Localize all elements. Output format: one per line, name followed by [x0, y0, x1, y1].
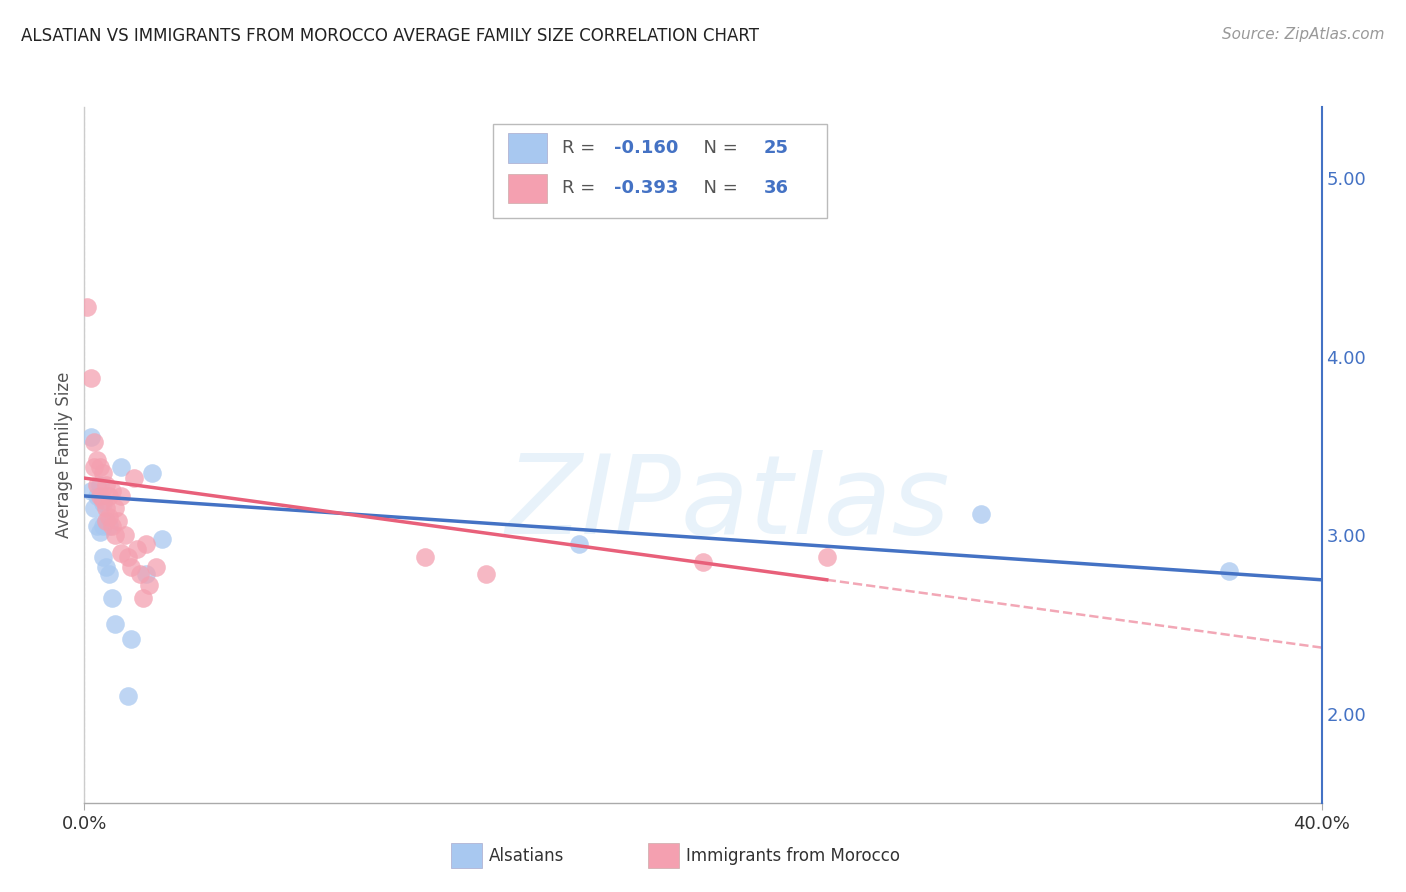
Point [91, 549, 114, 564]
Point [114, 528, 136, 542]
Point [98, 510, 121, 524]
Point [89, 460, 111, 475]
Point [94, 478, 117, 492]
Point [122, 471, 145, 485]
Point [117, 689, 139, 703]
Point [413, 549, 436, 564]
Point [79, 483, 101, 498]
Point [815, 549, 838, 564]
Text: 25: 25 [763, 139, 789, 157]
Point [692, 555, 714, 569]
Text: R =: R = [562, 139, 600, 157]
Point [135, 567, 157, 582]
Text: 36: 36 [763, 179, 789, 197]
Point [150, 532, 173, 546]
Text: R =: R = [562, 179, 600, 197]
Point [970, 507, 993, 521]
Text: Immigrants from Morocco: Immigrants from Morocco [686, 847, 900, 865]
Point [94, 514, 117, 528]
Point [101, 483, 124, 498]
Point [98, 489, 121, 503]
Point [89, 478, 111, 492]
Point [94, 501, 117, 516]
FancyBboxPatch shape [492, 124, 827, 219]
Point [101, 591, 124, 605]
Point [83, 460, 105, 475]
Point [86, 489, 108, 503]
Point [110, 546, 132, 560]
Point [141, 466, 163, 480]
Point [138, 578, 160, 592]
Text: -0.393: -0.393 [614, 179, 678, 197]
Point [94, 514, 117, 528]
Y-axis label: Average Family Size: Average Family Size [55, 372, 73, 538]
Point [1218, 564, 1240, 578]
Point [91, 466, 114, 480]
Text: Alsatians: Alsatians [489, 847, 564, 865]
Point [475, 567, 498, 582]
Point [120, 560, 142, 574]
Point [120, 632, 142, 646]
Point [104, 528, 127, 542]
Point [89, 524, 111, 539]
FancyBboxPatch shape [508, 174, 547, 203]
Point [79, 430, 101, 444]
Point [117, 549, 139, 564]
Point [91, 492, 114, 507]
Text: -0.160: -0.160 [614, 139, 678, 157]
Point [98, 519, 121, 533]
Point [86, 453, 108, 467]
Text: N =: N = [692, 179, 744, 197]
Text: ALSATIAN VS IMMIGRANTS FROM MOROCCO AVERAGE FAMILY SIZE CORRELATION CHART: ALSATIAN VS IMMIGRANTS FROM MOROCCO AVER… [21, 27, 759, 45]
Point [91, 519, 114, 533]
Point [107, 514, 129, 528]
Point [79, 371, 101, 385]
Point [104, 501, 127, 516]
Point [110, 460, 132, 475]
Point [83, 435, 105, 450]
Point [129, 567, 152, 582]
Point [86, 519, 108, 533]
Point [76, 300, 98, 314]
Point [91, 496, 114, 510]
Point [101, 519, 124, 533]
Point [94, 560, 117, 574]
Point [83, 501, 105, 516]
Text: N =: N = [692, 139, 744, 157]
Point [135, 537, 157, 551]
Point [132, 591, 155, 605]
Text: Source: ZipAtlas.com: Source: ZipAtlas.com [1222, 27, 1385, 42]
Point [104, 617, 127, 632]
Point [89, 489, 111, 503]
Point [145, 560, 167, 574]
FancyBboxPatch shape [508, 134, 547, 162]
Point [86, 478, 108, 492]
Point [125, 542, 148, 557]
Point [98, 567, 121, 582]
Text: ZIPatlas: ZIPatlas [506, 450, 950, 558]
Point [568, 537, 591, 551]
Point [110, 489, 132, 503]
